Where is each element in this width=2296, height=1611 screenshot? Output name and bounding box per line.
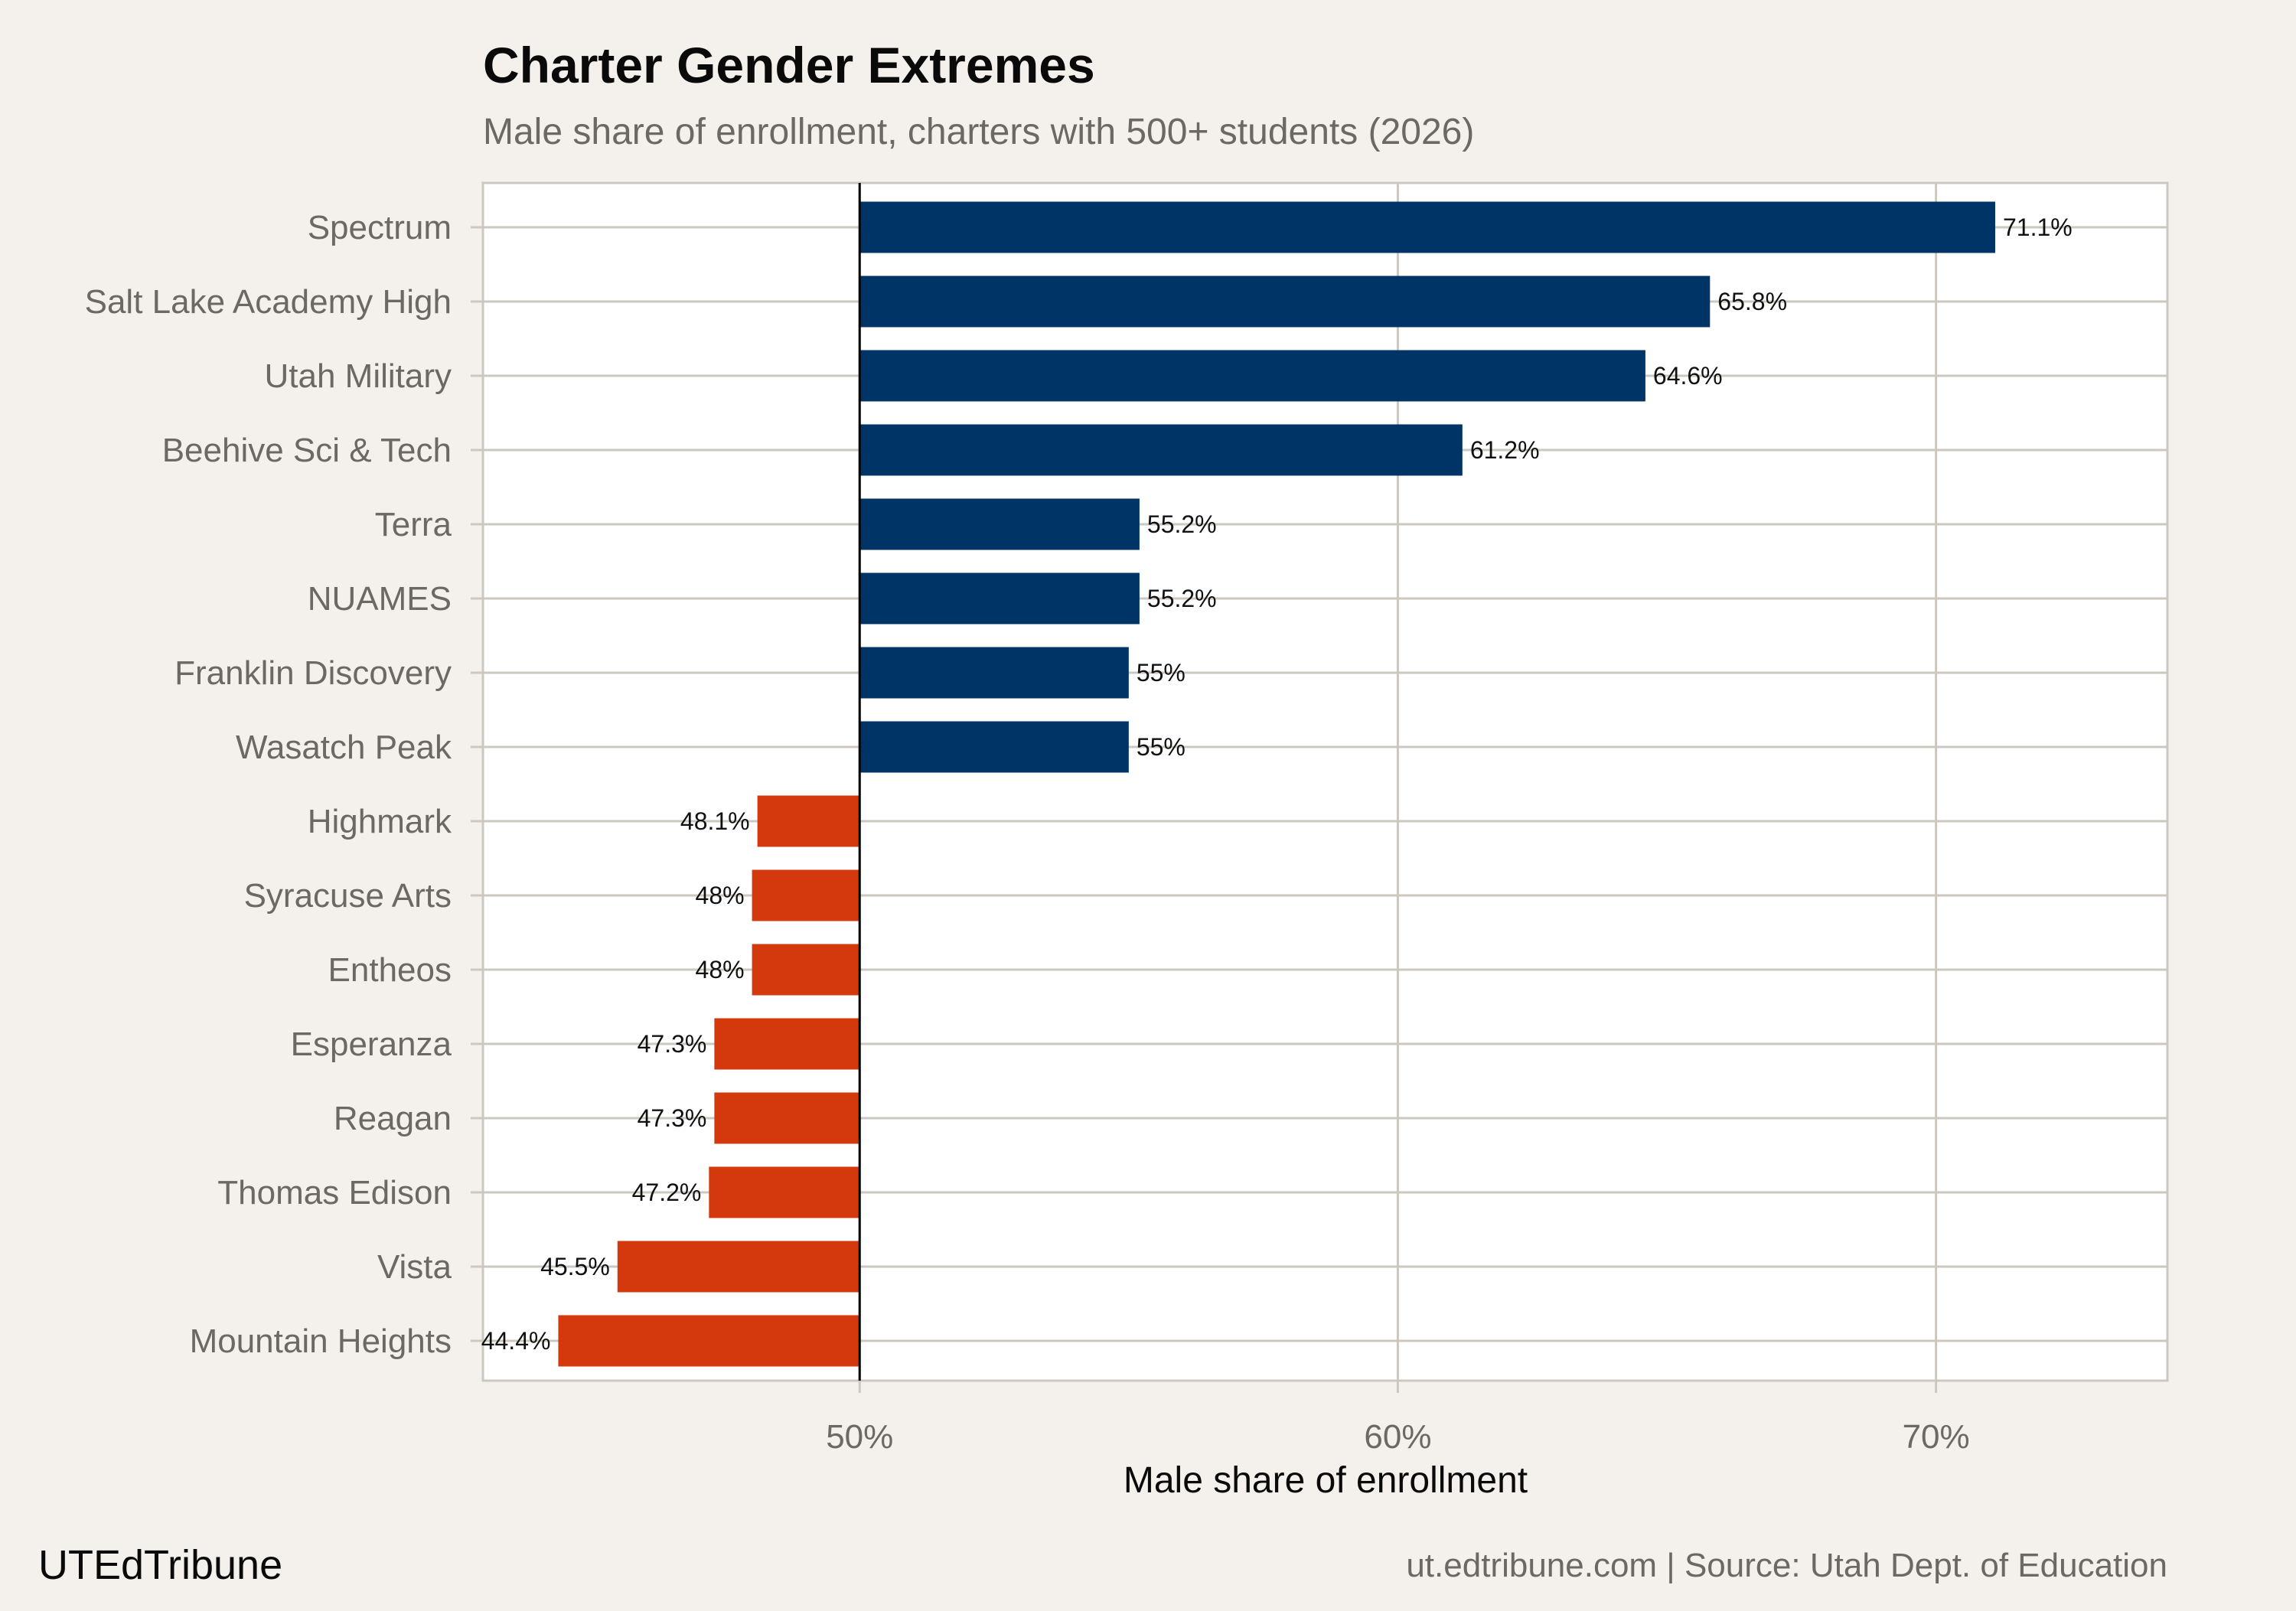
data-label: 48% bbox=[696, 956, 745, 983]
chart-subtitle: Male share of enrollment, charters with … bbox=[483, 112, 1474, 152]
data-label: 48.1% bbox=[680, 807, 750, 835]
data-label: 71.1% bbox=[2003, 214, 2073, 241]
bar-wasatch-peak bbox=[859, 721, 1129, 773]
y-tick-label: Franklin Discovery bbox=[174, 654, 452, 692]
y-tick-label: Esperanza bbox=[291, 1026, 452, 1063]
data-label: 45.5% bbox=[540, 1253, 610, 1280]
bar-thomas-edison bbox=[709, 1166, 860, 1218]
y-tick-label: Mountain Heights bbox=[190, 1322, 452, 1360]
bar-esperanza bbox=[714, 1018, 860, 1070]
y-tick-label: Entheos bbox=[328, 951, 452, 989]
bar-terra bbox=[859, 498, 1140, 550]
y-tick-label: Thomas Edison bbox=[217, 1174, 452, 1212]
bar-highmark bbox=[757, 795, 860, 847]
data-label: 47.3% bbox=[638, 1104, 707, 1132]
y-tick-label: Utah Military bbox=[265, 357, 452, 395]
data-label: 55.2% bbox=[1147, 510, 1217, 538]
x-tick-label: 70% bbox=[1903, 1418, 1970, 1456]
x-axis-ticks: 50% 60% 70% bbox=[826, 1418, 1969, 1456]
bar-spectrum bbox=[859, 201, 1995, 253]
data-label: 48% bbox=[696, 882, 745, 909]
bar-franklin-discovery bbox=[859, 647, 1129, 699]
x-axis-title: Male share of enrollment bbox=[1124, 1460, 1528, 1501]
data-label: 61.2% bbox=[1470, 436, 1540, 464]
y-tick-label: Highmark bbox=[308, 803, 452, 840]
footer-brand: UTEdTribune bbox=[38, 1542, 282, 1588]
bar-mountain-heights bbox=[558, 1315, 860, 1367]
bar-entheos bbox=[752, 944, 860, 996]
bar-reagan bbox=[714, 1092, 860, 1144]
data-label: 47.2% bbox=[632, 1179, 702, 1206]
y-tick-label: NUAMES bbox=[308, 580, 452, 618]
data-label: 44.4% bbox=[481, 1327, 551, 1355]
bars: 71.1% 65.8% 64.6% 61.2% 55.2% 55.2% 55% 55% 48.1… bbox=[481, 183, 2073, 1381]
y-tick-label: Beehive Sci & Tech bbox=[162, 432, 452, 469]
y-tick-label: Terra bbox=[375, 506, 452, 543]
data-label: 55% bbox=[1137, 733, 1186, 761]
bar-salt-lake-academy-high bbox=[859, 276, 1711, 328]
data-label: 65.8% bbox=[1717, 288, 1787, 315]
y-axis-labels: Spectrum Salt Lake Academy High Utah Milit… bbox=[85, 209, 452, 1360]
x-tick-label: 50% bbox=[826, 1418, 893, 1456]
y-tick-label: Spectrum bbox=[308, 209, 452, 246]
y-tick-label: Reagan bbox=[334, 1100, 452, 1137]
data-label: 64.6% bbox=[1653, 362, 1723, 390]
chart-title: Charter Gender Extremes bbox=[483, 37, 1095, 93]
x-tick-label: 60% bbox=[1364, 1418, 1431, 1456]
bar-syracuse-arts bbox=[752, 869, 860, 921]
bar-nuames bbox=[859, 572, 1140, 625]
bar-utah-military bbox=[859, 350, 1645, 402]
bar-beehive-sci-tech bbox=[859, 424, 1463, 476]
y-tick-label: Salt Lake Academy High bbox=[85, 283, 452, 321]
bar-vista bbox=[617, 1241, 860, 1293]
y-tick-label: Wasatch Peak bbox=[236, 729, 452, 766]
y-tick-label: Syracuse Arts bbox=[244, 877, 452, 915]
footer-caption: ut.edtribune.com | Source: Utah Dept. of… bbox=[1406, 1547, 2167, 1584]
y-tick-label: Vista bbox=[377, 1248, 452, 1286]
data-label: 55% bbox=[1137, 659, 1186, 686]
data-label: 55.2% bbox=[1147, 585, 1217, 612]
data-label: 47.3% bbox=[638, 1030, 707, 1058]
